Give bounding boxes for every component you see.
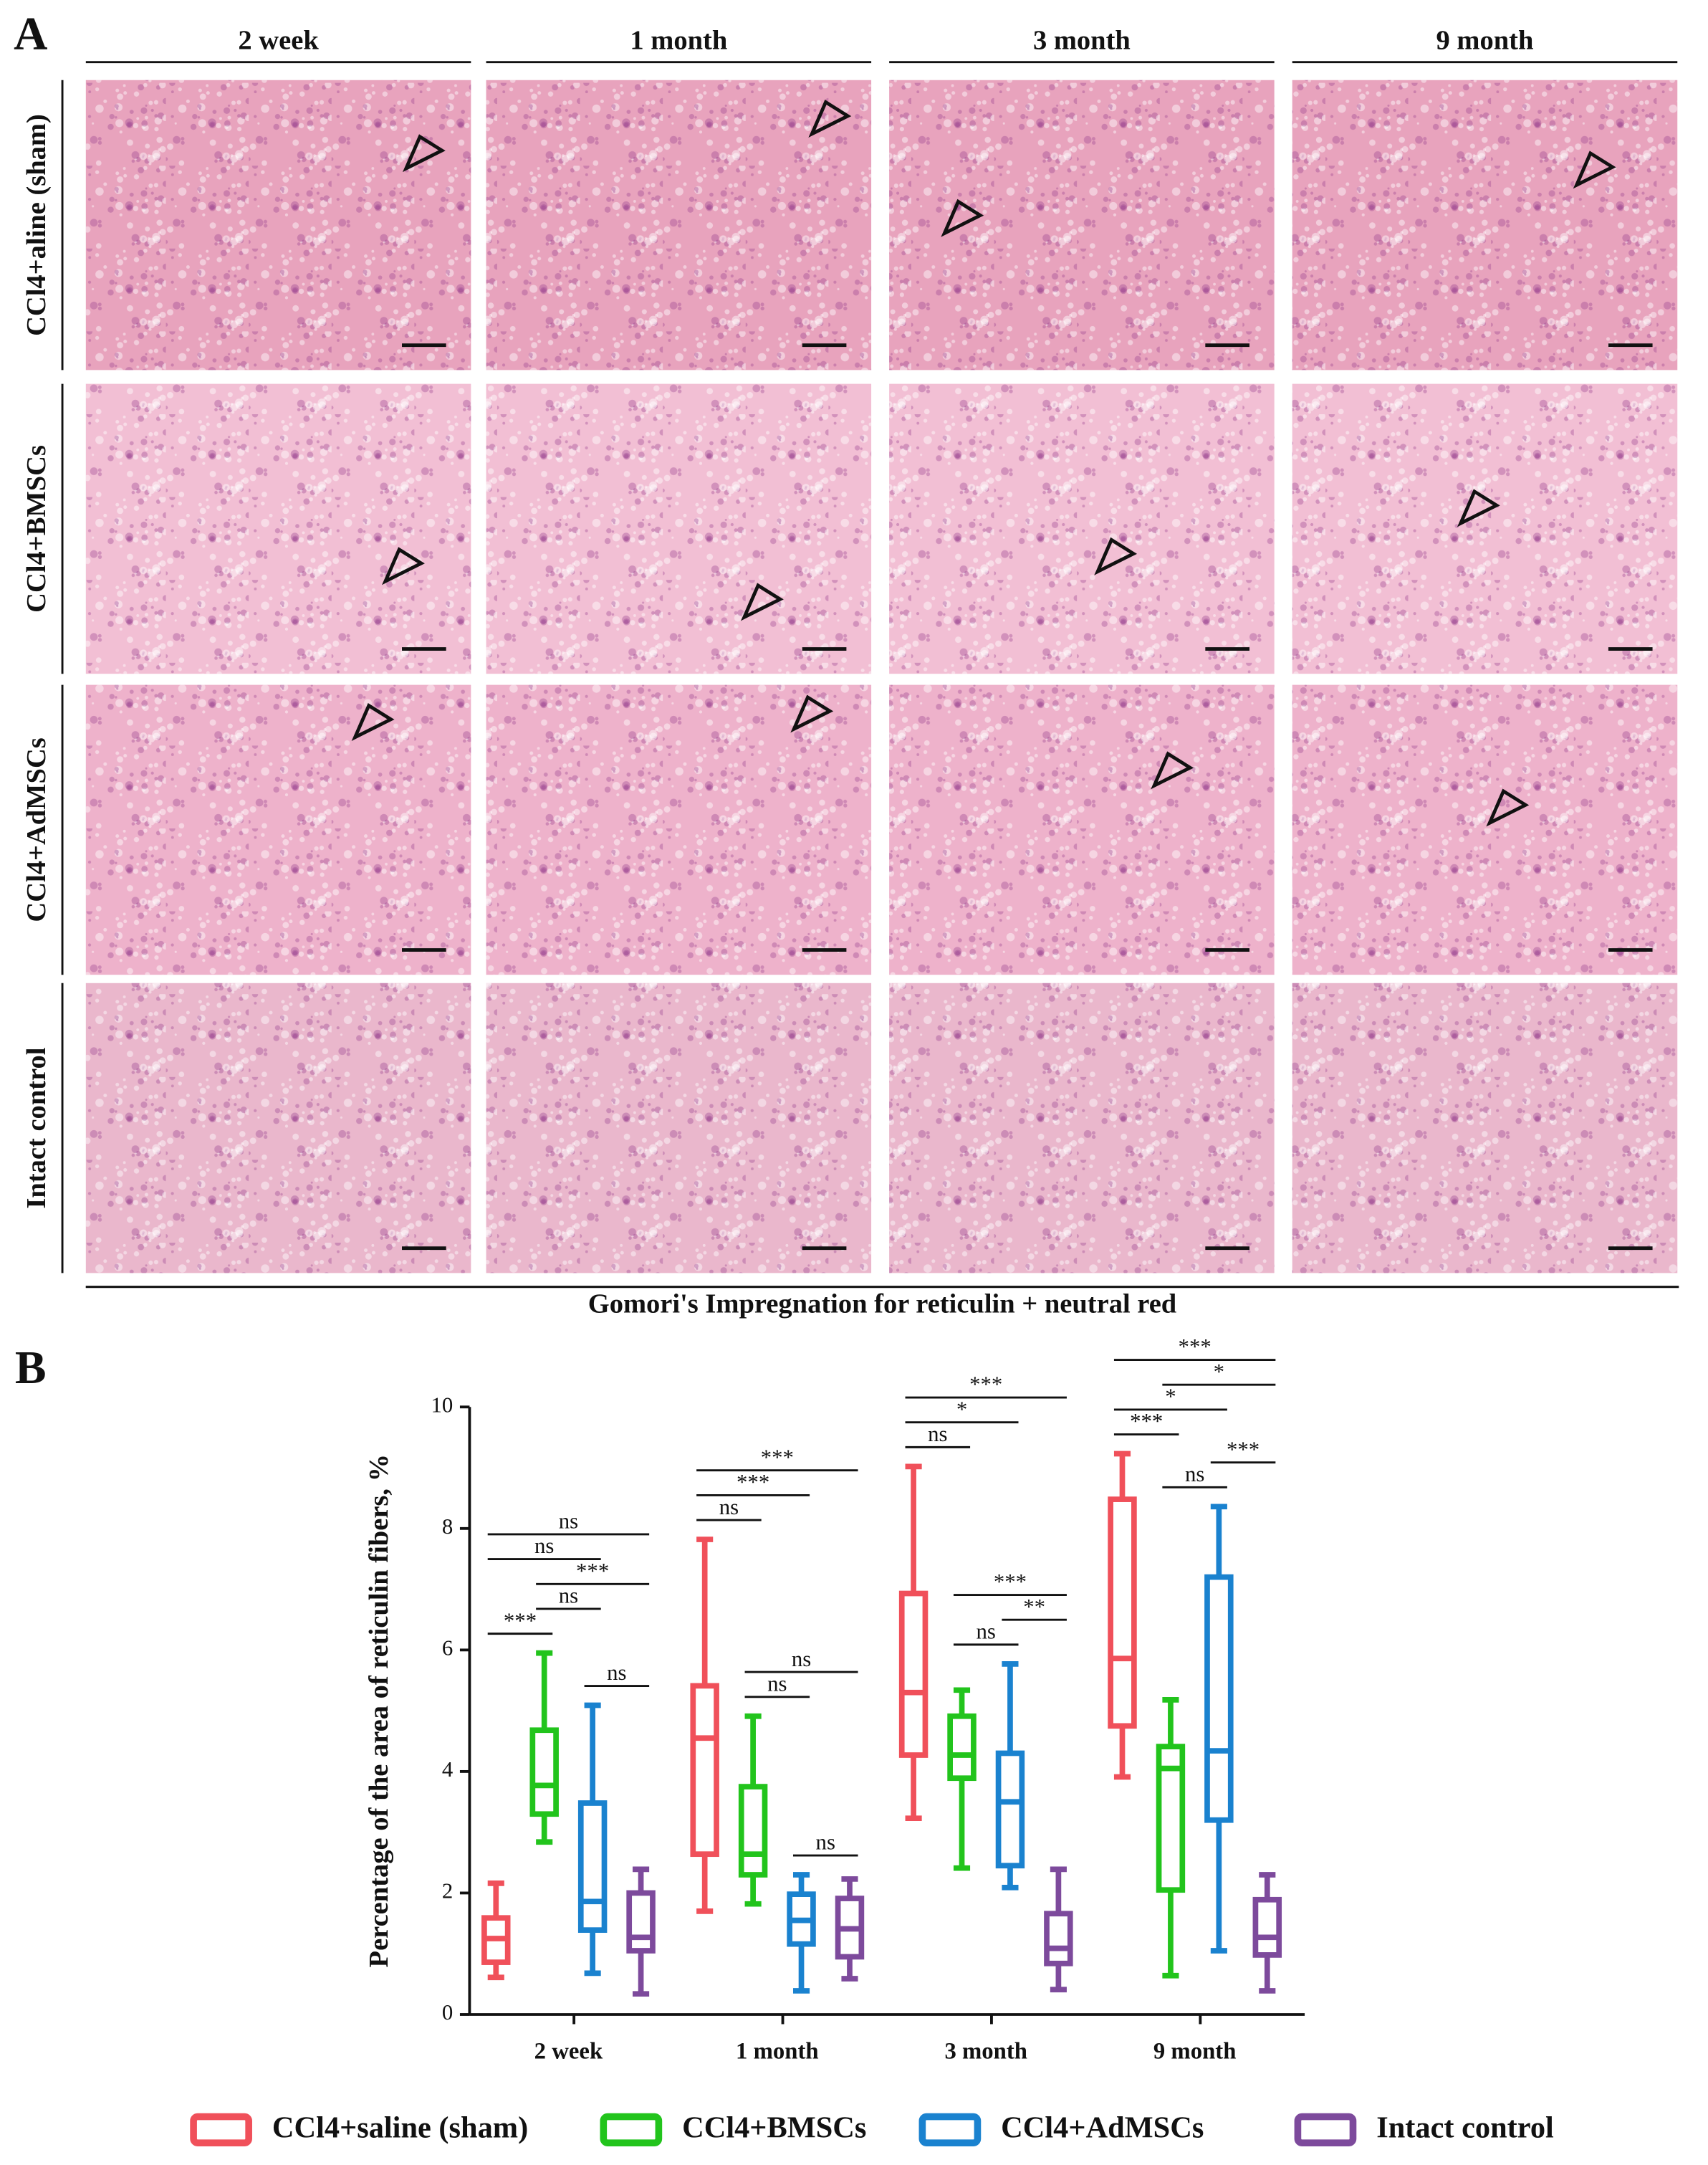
- row-label: CCl4+BMSCs: [21, 445, 52, 613]
- arrowhead: [1151, 751, 1194, 790]
- box: [1044, 1911, 1073, 1966]
- micrograph-texture: [85, 684, 471, 975]
- arrowhead: [382, 547, 425, 586]
- significance-label: ns: [559, 1584, 578, 1608]
- row-label: Intact control: [21, 1047, 52, 1208]
- box: [1108, 1496, 1137, 1729]
- box: [995, 1750, 1025, 1869]
- significance-label: ns: [607, 1660, 626, 1685]
- panel-label: B: [15, 1342, 47, 1394]
- micrograph-texture: [85, 983, 471, 1273]
- significance-label: *: [1214, 1359, 1224, 1384]
- micrograph-texture: [889, 684, 1275, 975]
- significance-label: ***: [504, 1608, 537, 1633]
- box: [626, 1890, 656, 1954]
- legend-label: CCl4+BMSCs: [682, 2111, 866, 2145]
- micrograph-texture: [1292, 983, 1678, 1273]
- box: [738, 1784, 768, 1878]
- row-label: CCl4+AdMSCs: [21, 737, 52, 922]
- arrowhead: [402, 134, 446, 173]
- significance-label: ***: [1130, 1409, 1163, 1433]
- panel-caption: Gomori's Impregnation for reticulin + ne…: [588, 1289, 1176, 1319]
- panel-label: A: [14, 9, 47, 60]
- significance-label: ns: [1185, 1462, 1204, 1486]
- x-tick-label: 9 month: [1153, 2038, 1237, 2064]
- significance-label: ns: [977, 1620, 996, 1644]
- micrograph-texture: [1292, 684, 1678, 975]
- significance-label: ns: [719, 1495, 739, 1519]
- significance-label: *: [956, 1397, 967, 1421]
- box: [690, 1683, 719, 1858]
- significance-label: **: [1023, 1595, 1045, 1619]
- row-label: CCl4+aline (sham): [21, 114, 52, 336]
- significance-label: ***: [969, 1372, 1002, 1397]
- column-label: 3 month: [1033, 26, 1131, 56]
- legend-label: CCl4+saline (sham): [272, 2111, 528, 2145]
- box: [1204, 1574, 1234, 1823]
- significance-label: ns: [767, 1671, 787, 1696]
- column-label: 1 month: [630, 26, 727, 56]
- significance-label: ***: [737, 1470, 769, 1494]
- significance-label: ***: [1179, 1334, 1212, 1359]
- box: [898, 1590, 929, 1758]
- significance-label: ns: [534, 1534, 554, 1558]
- x-tick-label: 3 month: [944, 2038, 1027, 2064]
- arrowhead: [1486, 788, 1530, 827]
- significance-label: *: [1165, 1385, 1176, 1409]
- box: [1252, 1896, 1282, 1958]
- legend-swatch: [190, 2113, 252, 2146]
- y-tick-label: 10: [431, 1392, 453, 1417]
- legend-swatch: [600, 2113, 663, 2146]
- significance-label: ns: [792, 1647, 811, 1671]
- micrograph-texture: [889, 983, 1275, 1273]
- significance-label: ***: [576, 1559, 609, 1583]
- x-tick-label: 1 month: [736, 2038, 819, 2064]
- micrograph-texture: [486, 684, 872, 975]
- micrograph-texture: [889, 383, 1275, 674]
- significance-label: ns: [559, 1509, 578, 1534]
- y-tick-label: 4: [442, 1757, 453, 1782]
- micrograph-texture: [486, 80, 872, 371]
- box: [529, 1727, 559, 1817]
- arrowhead: [1457, 489, 1500, 527]
- legend-label: Intact control: [1376, 2111, 1554, 2145]
- micrograph-texture: [1292, 80, 1678, 371]
- y-tick-label: 2: [442, 1879, 453, 1903]
- micrograph-texture: [1292, 383, 1678, 674]
- micrograph-texture: [85, 383, 471, 674]
- significance-label: ***: [761, 1445, 794, 1469]
- arrowhead: [808, 100, 852, 138]
- significance-label: ***: [994, 1569, 1027, 1594]
- significance-label: ns: [816, 1830, 835, 1855]
- micrograph-texture: [486, 383, 872, 674]
- x-tick-label: 2 week: [534, 2038, 603, 2064]
- arrowhead: [1573, 150, 1616, 189]
- legend-swatch: [918, 2113, 982, 2146]
- significance-label: ***: [1227, 1437, 1260, 1461]
- legend-label: CCl4+AdMSCs: [1001, 2111, 1204, 2145]
- arrowhead: [351, 702, 395, 741]
- box: [577, 1800, 608, 1934]
- arrowhead: [790, 694, 834, 733]
- micrograph-texture: [889, 80, 1275, 371]
- y-tick-label: 6: [442, 1635, 453, 1660]
- significance-label: ns: [928, 1422, 947, 1446]
- y-tick-label: 0: [442, 2000, 453, 2025]
- box: [947, 1713, 977, 1782]
- legend-swatch: [1294, 2113, 1357, 2146]
- column-label: 9 month: [1436, 26, 1534, 56]
- micrograph-texture: [85, 80, 471, 371]
- arrowhead: [740, 583, 784, 621]
- arrowhead: [1094, 537, 1138, 575]
- y-axis-title: Percentage of the area of reticulin fibe…: [364, 1454, 394, 1968]
- arrowhead: [941, 199, 984, 237]
- micrograph-texture: [486, 983, 872, 1273]
- column-label: 2 week: [238, 26, 319, 56]
- y-tick-label: 8: [442, 1514, 453, 1539]
